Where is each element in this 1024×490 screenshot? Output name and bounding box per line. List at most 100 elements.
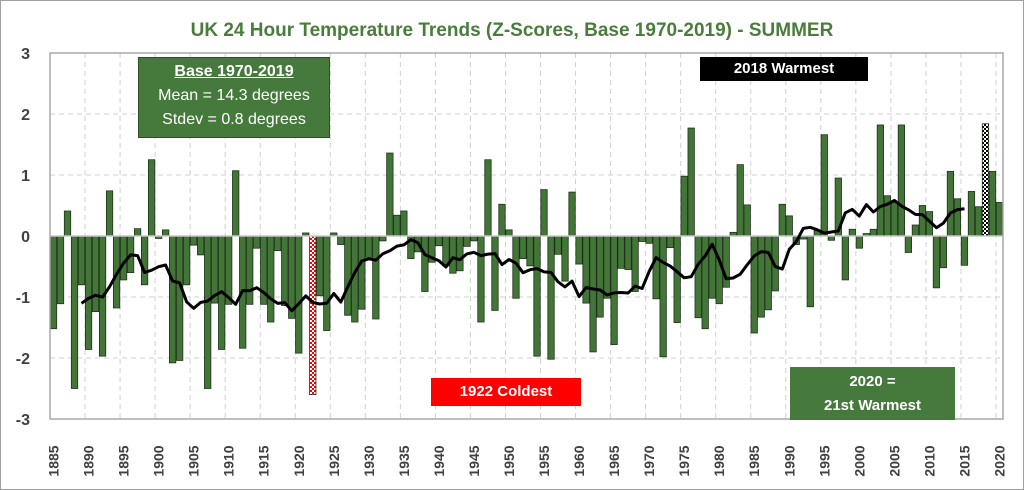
bar bbox=[197, 235, 205, 256]
bar bbox=[63, 210, 72, 237]
bar bbox=[820, 134, 828, 237]
bar bbox=[358, 235, 366, 310]
x-tick-label: 1980 bbox=[711, 445, 727, 476]
rank-line-2: 21st Warmest bbox=[824, 397, 921, 414]
bar bbox=[967, 191, 976, 237]
bar bbox=[449, 235, 457, 274]
bar bbox=[750, 235, 758, 334]
bar bbox=[743, 204, 751, 237]
bar bbox=[477, 235, 485, 323]
y-tick-label: -3 bbox=[16, 412, 30, 429]
plot-area-border bbox=[49, 52, 1004, 420]
base-info-box: Base 1970-2019 Mean = 14.3 degrees Stdev… bbox=[138, 57, 330, 138]
bar bbox=[491, 235, 499, 311]
bar bbox=[946, 170, 955, 237]
x-tick-label: 1965 bbox=[606, 445, 622, 476]
bar bbox=[540, 189, 548, 237]
x-tick-label: 1905 bbox=[186, 445, 202, 476]
bar bbox=[119, 235, 128, 281]
bar bbox=[463, 235, 471, 247]
bar bbox=[932, 235, 941, 289]
bar bbox=[274, 235, 282, 252]
x-tick-label: 1955 bbox=[536, 445, 552, 476]
bar bbox=[939, 235, 948, 269]
bar bbox=[232, 170, 240, 237]
bar bbox=[105, 190, 114, 237]
bar bbox=[890, 201, 898, 237]
bar bbox=[148, 159, 156, 237]
bar bbox=[694, 235, 702, 319]
bar bbox=[666, 235, 674, 248]
bar bbox=[582, 235, 590, 304]
bar bbox=[133, 228, 142, 237]
bar bbox=[778, 203, 786, 237]
x-tick-label: 1945 bbox=[466, 445, 482, 476]
x-tick-label: 1915 bbox=[256, 445, 272, 476]
chart-title: UK 24 Hour Temperature Trends (Z-Scores,… bbox=[190, 20, 834, 41]
bar bbox=[56, 235, 65, 305]
bar bbox=[91, 235, 100, 313]
x-tick-label: 1960 bbox=[571, 445, 587, 476]
bar bbox=[617, 235, 625, 269]
bar bbox=[631, 235, 639, 292]
bar bbox=[190, 235, 198, 246]
x-tick-label: 2015 bbox=[956, 445, 972, 476]
bar bbox=[575, 235, 583, 265]
bar bbox=[176, 235, 184, 361]
bar bbox=[337, 235, 345, 245]
x-tick-label: 1940 bbox=[431, 445, 447, 476]
bar bbox=[526, 235, 534, 267]
bar bbox=[918, 205, 927, 237]
warmest-annotation: 2018 Warmest bbox=[700, 57, 868, 81]
bar bbox=[498, 203, 506, 237]
bar bbox=[953, 198, 962, 237]
bar bbox=[162, 229, 170, 237]
x-tick-label: 1925 bbox=[326, 445, 342, 476]
bar bbox=[421, 235, 429, 292]
base-heading: Base 1970-2019 bbox=[174, 63, 294, 80]
bar bbox=[554, 235, 562, 255]
bar bbox=[596, 235, 604, 318]
bar bbox=[442, 235, 450, 267]
y-tick-label: 0 bbox=[21, 229, 30, 246]
bar bbox=[806, 235, 814, 308]
bar bbox=[49, 235, 58, 330]
bar bbox=[547, 235, 555, 360]
bar bbox=[169, 235, 177, 364]
bar bbox=[680, 175, 688, 237]
bar bbox=[519, 235, 527, 259]
bar bbox=[295, 235, 303, 354]
x-tick-label: 1975 bbox=[676, 445, 692, 476]
stdev-label: Stdev = 0.8 degrees bbox=[162, 111, 306, 128]
bar bbox=[960, 235, 969, 266]
bar-warmest bbox=[981, 123, 990, 237]
bar bbox=[974, 206, 983, 237]
bar bbox=[659, 235, 667, 358]
bar bbox=[841, 235, 849, 281]
bar bbox=[995, 202, 1004, 237]
bar bbox=[904, 235, 913, 253]
bar bbox=[365, 235, 373, 258]
y-tick-label: -2 bbox=[16, 351, 30, 368]
rank-annotation: 2020 = 21st Warmest bbox=[790, 367, 955, 420]
bar bbox=[897, 124, 905, 237]
bar bbox=[876, 124, 884, 237]
coldest-annotation: 1922 Coldest bbox=[431, 378, 581, 406]
x-tick-label: 1990 bbox=[781, 445, 797, 476]
bar bbox=[393, 214, 401, 237]
x-tick-label: 1885 bbox=[46, 445, 62, 476]
bar bbox=[435, 235, 443, 247]
bar bbox=[673, 235, 681, 324]
bar bbox=[589, 235, 597, 353]
bar bbox=[456, 235, 464, 272]
bar bbox=[652, 235, 660, 300]
bar bbox=[281, 235, 289, 306]
bar bbox=[484, 159, 492, 237]
x-tick-label: 1970 bbox=[641, 445, 657, 476]
bar bbox=[736, 164, 744, 237]
x-tick-label: 2005 bbox=[886, 445, 902, 476]
bar bbox=[855, 235, 863, 249]
bar-coldest bbox=[309, 235, 317, 396]
bar bbox=[267, 235, 275, 323]
